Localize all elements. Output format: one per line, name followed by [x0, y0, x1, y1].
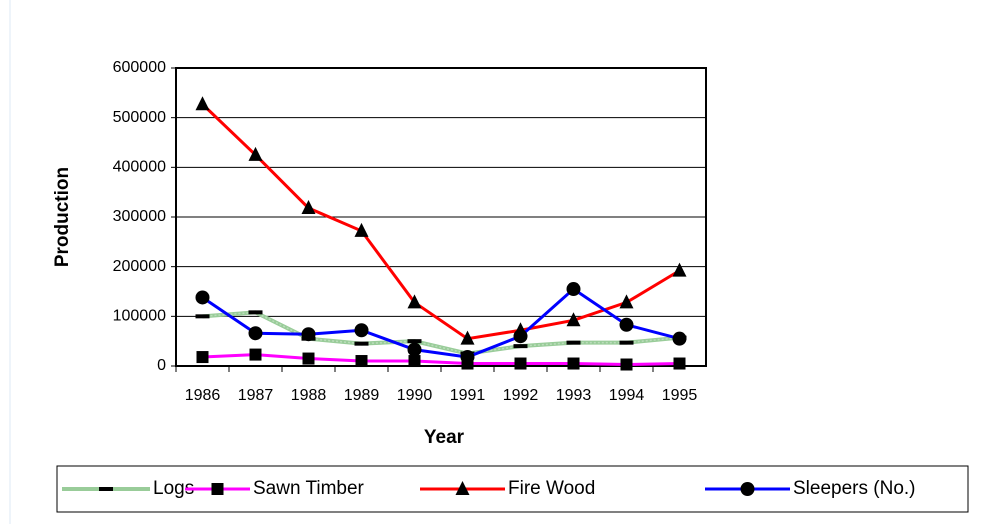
marker [620, 358, 633, 371]
x-tick-label: 1989 [344, 387, 380, 404]
y-tick-label: 500000 [113, 109, 166, 126]
y-tick-label: 100000 [113, 308, 166, 325]
marker [301, 200, 316, 215]
marker [195, 314, 210, 319]
marker [248, 326, 263, 341]
y-tick-label: 600000 [113, 59, 166, 76]
marker [672, 262, 687, 277]
marker [619, 317, 634, 332]
marker [249, 348, 262, 361]
marker [514, 357, 527, 370]
marker [211, 483, 224, 495]
legend-label: Sawn Timber [253, 478, 365, 499]
marker [354, 323, 369, 338]
series-line [202, 353, 680, 367]
x-tick-label: 1986 [185, 387, 221, 404]
y-tick-label: 400000 [113, 159, 166, 176]
marker [566, 312, 581, 327]
marker [672, 331, 687, 346]
marker [407, 342, 422, 357]
marker [460, 350, 475, 365]
marker [513, 344, 528, 349]
x-tick-label: 1988 [291, 387, 327, 404]
marker [301, 327, 316, 342]
series-line-texture [202, 311, 680, 355]
y-axis-label: Production [52, 167, 73, 267]
marker [195, 290, 210, 305]
marker [355, 355, 368, 368]
marker [248, 310, 263, 315]
marker [455, 481, 470, 495]
legend-label: Sleepers (No.) [793, 478, 916, 499]
x-tick-label: 1992 [503, 387, 539, 404]
marker [619, 294, 634, 309]
marker [513, 329, 528, 344]
marker [195, 96, 210, 111]
x-tick-label: 1990 [397, 387, 433, 404]
marker [566, 282, 581, 297]
marker [567, 357, 580, 370]
y-tick-label: 200000 [113, 258, 166, 275]
legend-label: Fire Wood [508, 478, 595, 499]
marker [407, 294, 422, 309]
y-tick-label: 300000 [113, 208, 166, 225]
marker [302, 352, 315, 365]
x-axis-label: Year [424, 427, 465, 448]
marker [248, 146, 263, 161]
marker [673, 357, 686, 370]
y-tick-label: 0 [157, 357, 166, 374]
marker [354, 341, 369, 346]
marker [740, 482, 755, 496]
marker [196, 351, 209, 364]
series-line [201, 103, 681, 341]
marker [354, 222, 369, 237]
x-tick-label: 1994 [609, 387, 645, 404]
marker [99, 487, 113, 491]
x-tick-label: 1991 [450, 387, 486, 404]
marker [566, 340, 581, 345]
x-tick-label: 1993 [556, 387, 592, 404]
x-tick-label: 1995 [662, 387, 698, 404]
x-tick-label: 1987 [238, 387, 274, 404]
marker [407, 339, 422, 344]
marker [460, 330, 475, 345]
legend-label: Logs [153, 478, 194, 499]
marker [619, 340, 634, 345]
series-line [201, 287, 680, 359]
marker [408, 355, 421, 368]
